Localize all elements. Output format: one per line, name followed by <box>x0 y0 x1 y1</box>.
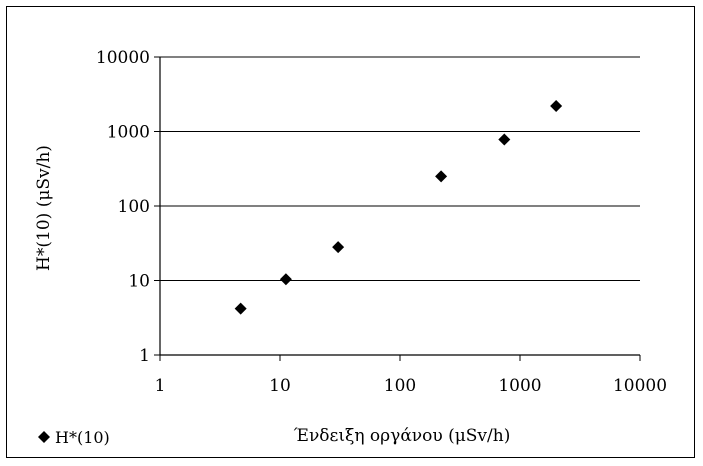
legend-marker <box>38 431 50 443</box>
x-tick-label-1: 1 <box>155 376 166 396</box>
y-tick-label-10000: 10000 <box>96 48 150 68</box>
legend: H*(10) <box>38 428 110 447</box>
data-point-6 <box>550 99 563 112</box>
data-point-4 <box>435 170 448 183</box>
data-points <box>234 99 563 315</box>
data-point-5 <box>498 133 511 146</box>
x-tick-label-10: 10 <box>269 376 291 396</box>
y-axis-title: H*(10) (μSv/h) <box>34 145 54 271</box>
y-tick-labels: 1 10 100 1000 10000 <box>96 48 160 366</box>
x-tick-label-10000: 10000 <box>613 376 667 396</box>
x-tick-label-1000: 1000 <box>498 376 541 396</box>
x-tick-labels: 1 10 100 1000 10000 <box>155 355 667 396</box>
y-tick-label-100: 100 <box>118 197 150 217</box>
y-tick-label-1: 1 <box>139 346 150 366</box>
data-point-1 <box>234 302 247 315</box>
legend-label: H*(10) <box>55 428 110 447</box>
y-tick-label-1000: 1000 <box>107 123 150 143</box>
x-axis-title: Ένδειξη οργάνου (μSv/h) <box>294 426 511 446</box>
y-tick-label-10: 10 <box>128 272 150 292</box>
gridlines <box>160 56 640 281</box>
data-point-2 <box>279 273 292 286</box>
chart-frame <box>6 6 695 458</box>
x-tick-label-100: 100 <box>384 376 416 396</box>
data-point-3 <box>332 241 345 254</box>
